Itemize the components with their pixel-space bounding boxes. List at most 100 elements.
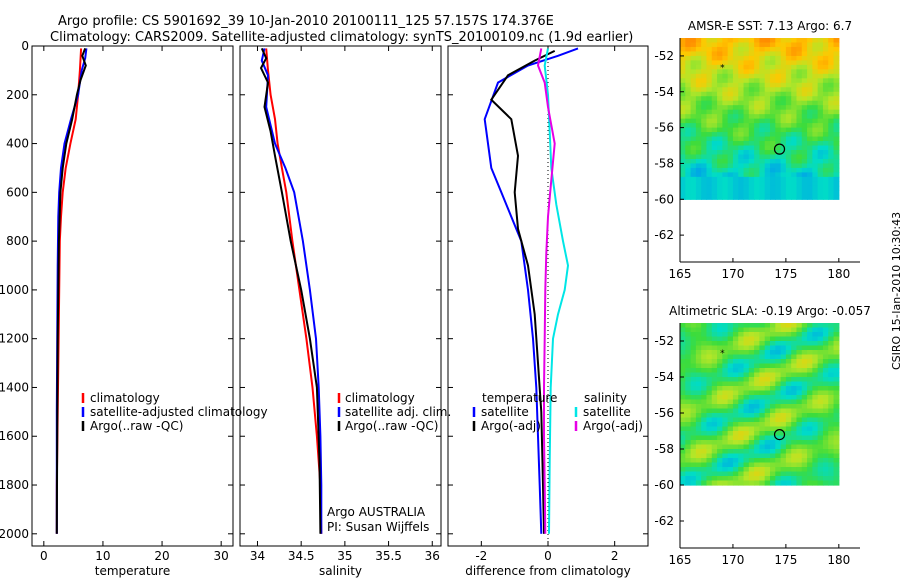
altimetric-sla-cell xyxy=(690,377,697,383)
altimetric-sla-cell xyxy=(759,372,766,378)
salinity-legend-label: climatology xyxy=(345,391,415,405)
amsr-sst-cell xyxy=(770,69,776,75)
altimetric-sla-cell xyxy=(812,327,819,333)
altimetric-sla-cell xyxy=(812,381,819,387)
altimetric-sla-cell xyxy=(770,476,776,482)
amsr-sst-cell xyxy=(807,91,813,97)
altimetric-sla-cell xyxy=(796,417,803,423)
altimetric-sla-cell xyxy=(685,422,692,428)
amsr-sst-cell xyxy=(748,60,755,66)
altimetric-sla-cell xyxy=(690,458,697,464)
altimetric-sla-cell xyxy=(743,368,750,374)
amsr-sst-cell xyxy=(717,132,723,138)
amsr-sst-cell xyxy=(685,194,692,200)
altimetric-sla-cell xyxy=(701,377,708,383)
amsr-sst-cell xyxy=(780,127,787,133)
altimetric-sla-cell xyxy=(770,323,776,329)
amsr-sst-cell xyxy=(685,181,692,187)
amsr-sst-cell xyxy=(764,42,771,48)
amsr-sst-cell xyxy=(685,82,692,88)
altimetric-sla-cell xyxy=(822,480,829,486)
amsr-sst-cell xyxy=(759,145,766,151)
amsr-sst-cell xyxy=(791,163,798,169)
amsr-sst-cell xyxy=(828,118,835,124)
altimetric-sla-cell xyxy=(706,453,713,459)
amsr-sst-cell xyxy=(711,163,718,169)
amsr-sst-cell xyxy=(717,114,723,120)
amsr-sst-cell xyxy=(706,46,713,53)
altimetric-sla-cell xyxy=(690,386,697,392)
amsr-sst-cell xyxy=(807,158,813,165)
altimetric-sla-cell xyxy=(791,435,798,441)
amsr-sst-cell xyxy=(764,185,771,191)
altimetric-sla-cell xyxy=(685,417,692,423)
altimetric-sla-cell xyxy=(791,395,798,401)
altimetric-sla-cell xyxy=(828,476,835,482)
altimetric-sla-cell xyxy=(807,359,813,365)
altimetric-sla-cell xyxy=(754,458,761,464)
altimetric-sla-cell xyxy=(791,453,798,459)
amsr-sst-cell xyxy=(722,194,729,200)
altimetric-sla-cell xyxy=(822,363,829,369)
altimetric-sla-cell xyxy=(743,350,750,356)
altimetric-sla-cell xyxy=(764,332,771,338)
amsr-sst-cell xyxy=(791,51,798,57)
altimetric-sla-cell xyxy=(833,386,840,392)
amsr-sst-cell xyxy=(732,114,739,120)
altimetric-sla-cell xyxy=(717,395,723,401)
altimetric-sla-cell xyxy=(817,440,824,446)
altimetric-sla-cell xyxy=(780,327,787,333)
amsr-sst-cell xyxy=(727,64,734,70)
amsr-sst-cell xyxy=(764,123,771,129)
amsr-sst-cell xyxy=(796,158,803,165)
altimetric-sla-cell xyxy=(828,404,835,410)
altimetric-sla-cell xyxy=(801,458,808,464)
altimetric-sla-cell xyxy=(722,368,729,374)
altimetric-sla-cell xyxy=(727,327,734,333)
amsr-sst-cell xyxy=(727,114,734,120)
altimetric-sla-cell xyxy=(759,467,766,473)
amsr-sst-cell xyxy=(780,118,787,124)
amsr-sst-cell xyxy=(754,78,761,84)
altimetric-sla-cell xyxy=(717,422,723,428)
amsr-sst-ytick-label: -62 xyxy=(654,228,674,242)
amsr-sst-cell xyxy=(807,190,813,196)
amsr-sst-cell xyxy=(722,55,729,61)
amsr-sst-cell xyxy=(738,118,745,124)
amsr-sst-cell xyxy=(738,60,745,66)
altimetric-sla-cell xyxy=(764,462,771,468)
altimetric-sla-cell xyxy=(706,471,713,477)
altimetric-sla-cell xyxy=(690,408,697,414)
amsr-sst-cell xyxy=(738,78,745,84)
amsr-sst-cell xyxy=(764,181,771,187)
altimetric-sla-cell xyxy=(701,323,708,329)
altimetric-sla-cell xyxy=(796,377,803,383)
altimetric-sla-cell xyxy=(743,363,750,369)
altimetric-sla-cell xyxy=(711,345,718,351)
altimetric-sla-cell xyxy=(833,467,840,473)
amsr-sst-cell xyxy=(812,38,819,44)
amsr-sst-xtick-label: 180 xyxy=(827,267,850,281)
altimetric-sla-cell xyxy=(775,363,782,369)
altimetric-sla-cell xyxy=(701,453,708,459)
amsr-sst-cell xyxy=(727,123,734,129)
temperature-ytick-label: 1200 xyxy=(0,332,29,346)
altimetric-sla-cell xyxy=(743,323,750,329)
amsr-sst-cell xyxy=(754,60,761,66)
altimetric-sla-cell xyxy=(791,336,798,342)
altimetric-sla-cell xyxy=(690,368,697,374)
difference-series-temperature-satellite xyxy=(483,47,579,534)
altimetric-sla-cell xyxy=(695,386,702,392)
temperature-ytick-label: 400 xyxy=(6,137,29,151)
amsr-sst-ytick-label: -60 xyxy=(654,192,674,206)
amsr-sst-cell xyxy=(780,60,787,66)
altimetric-sla-cell xyxy=(770,381,776,387)
altimetric-sla-cell xyxy=(791,399,798,405)
altimetric-sla-cell xyxy=(796,458,803,464)
amsr-sst-cell xyxy=(759,64,766,70)
amsr-sst-cell xyxy=(764,87,771,93)
altimetric-sla-cell xyxy=(770,426,776,432)
altimetric-sla-cell xyxy=(770,336,776,342)
amsr-sst-cell xyxy=(722,69,729,75)
altimetric-sla-cell xyxy=(732,395,739,401)
